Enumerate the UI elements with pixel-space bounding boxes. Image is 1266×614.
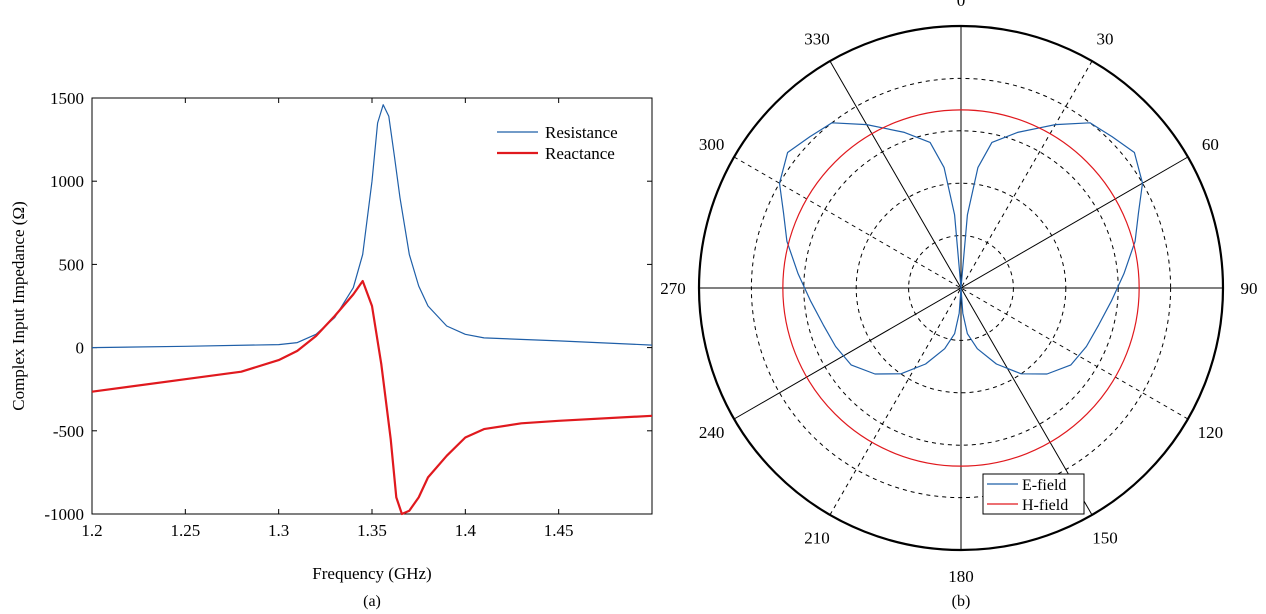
y-tick-label: -1000 xyxy=(44,505,84,524)
panel-label-a: (a) xyxy=(363,593,381,610)
x-tick-label: 1.2 xyxy=(81,521,102,540)
series-lines xyxy=(91,104,653,516)
angle-label: 330 xyxy=(804,30,830,49)
series-line-resistance xyxy=(91,104,653,349)
legend-label-h-field: H-field xyxy=(1022,497,1068,514)
x-tick-label: 1.3 xyxy=(268,521,289,540)
y-axis-title: Complex Input Impedance (Ω) xyxy=(9,201,28,411)
y-tick-label: 500 xyxy=(59,255,85,274)
x-axis-title: Frequency (GHz) xyxy=(312,564,431,583)
angle-label: 300 xyxy=(699,135,725,154)
angle-label: 150 xyxy=(1092,528,1118,547)
series-h-field xyxy=(782,109,1140,467)
x-tick-label: 1.25 xyxy=(170,521,200,540)
legend-box xyxy=(982,473,1085,515)
angle-label: 60 xyxy=(1202,135,1219,154)
radiation-pattern-chart: 0 30 60 90 120 150 180 210 240 270 300 330 E-field … xyxy=(660,0,1257,610)
x-tick-label: 1.45 xyxy=(544,521,574,540)
y-tick-label: -500 xyxy=(53,422,84,441)
polar-legend: E-field H-field xyxy=(982,473,1085,515)
legend: Resistance Reactance xyxy=(497,123,618,163)
x-axis-ticks: 1.2 1.25 1.3 1.35 1.4 1.45 xyxy=(81,98,574,540)
legend-label-e-field: E-field xyxy=(1022,477,1066,494)
angle-label: 120 xyxy=(1198,423,1224,442)
angle-labels: 0 30 60 90 120 150 180 210 240 270 300 330 xyxy=(660,0,1257,586)
angle-label: 270 xyxy=(660,279,686,298)
legend-label-reactance: Reactance xyxy=(545,144,615,163)
series-line-reactance xyxy=(91,279,653,516)
angle-label: 180 xyxy=(948,567,974,586)
angle-label: 210 xyxy=(804,528,830,547)
angle-label: 0 xyxy=(957,0,966,10)
x-tick-label: 1.4 xyxy=(455,521,477,540)
angle-label: 30 xyxy=(1097,30,1114,49)
series-e-field xyxy=(778,122,1144,375)
y-axis-ticks: -1000 -500 0 500 1000 1500 xyxy=(44,89,652,524)
angle-label: 240 xyxy=(699,423,725,442)
y-tick-label: 1000 xyxy=(50,172,84,191)
legend-label-resistance: Resistance xyxy=(545,123,618,142)
y-tick-label: 0 xyxy=(76,339,85,358)
angle-label: 90 xyxy=(1241,279,1258,298)
x-tick-label: 1.35 xyxy=(357,521,387,540)
panel-label-b: (b) xyxy=(952,593,971,610)
y-tick-label: 1500 xyxy=(50,89,84,108)
polar-series xyxy=(778,109,1144,467)
